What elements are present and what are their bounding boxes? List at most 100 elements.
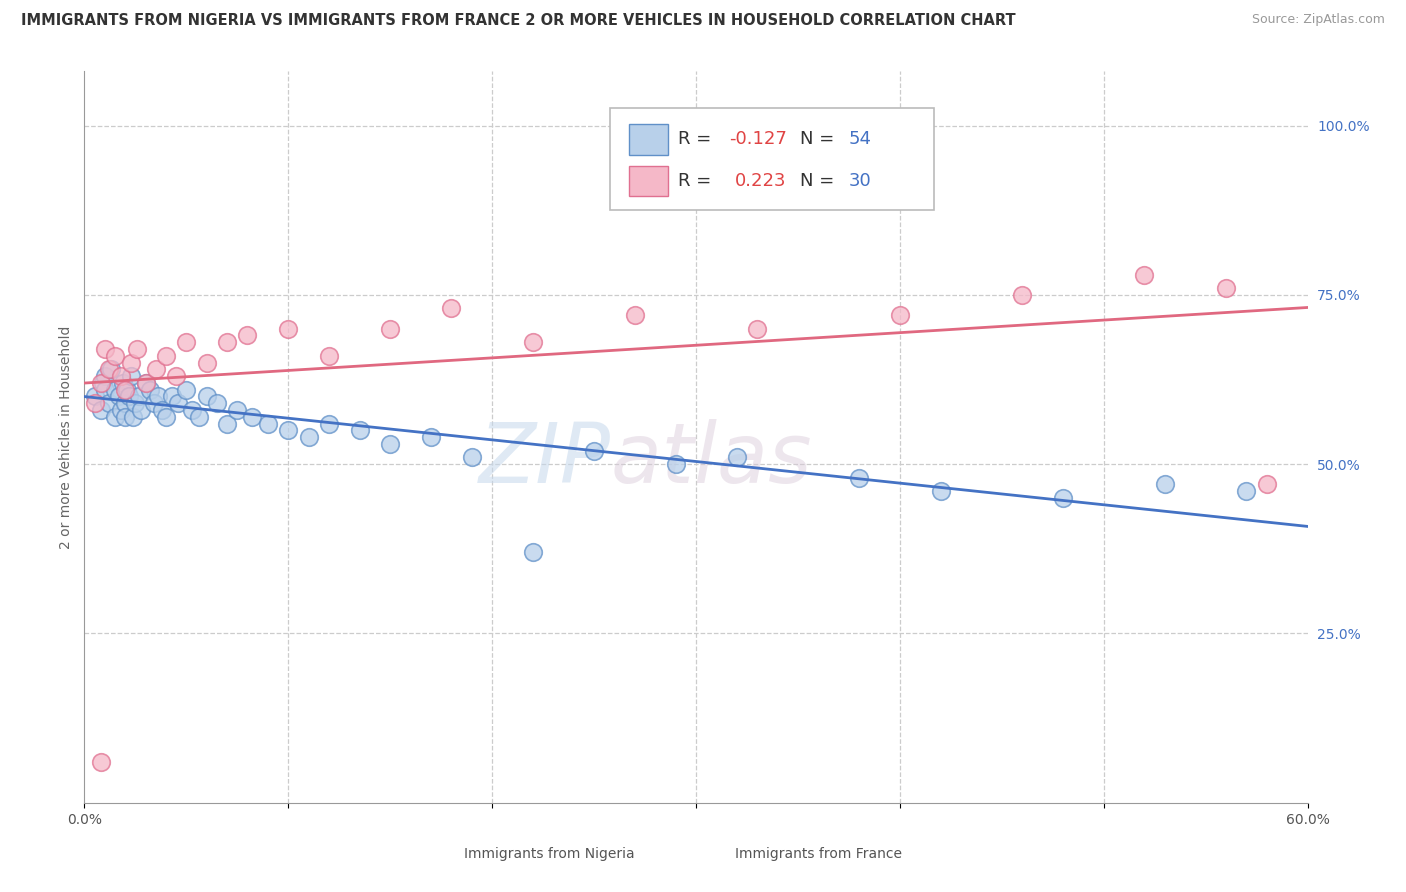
Point [174, 335, 197, 350]
Point [277, 423, 299, 437]
Point [115, 383, 138, 397]
Point [93, 369, 115, 384]
Point [1133, 268, 1156, 282]
Point [114, 396, 136, 410]
Point [155, 409, 177, 424]
Point [131, 403, 153, 417]
Point [135, 376, 157, 390]
Text: Immigrants from France: Immigrants from France [735, 847, 901, 861]
Point [187, 409, 209, 424]
Point [122, 409, 145, 424]
Text: atlas: atlas [610, 418, 813, 500]
Point [522, 335, 544, 350]
Point [240, 409, 263, 424]
Point [100, 362, 122, 376]
Point [318, 417, 340, 431]
Point [108, 389, 131, 403]
Point [90, 755, 112, 769]
Point [93, 383, 115, 397]
Point [104, 409, 127, 424]
Point [90, 403, 112, 417]
Point [127, 342, 149, 356]
Point [318, 349, 340, 363]
Point [112, 376, 135, 390]
Text: -0.127: -0.127 [728, 130, 787, 148]
FancyBboxPatch shape [610, 108, 935, 211]
Point [93, 342, 115, 356]
Point [889, 308, 911, 322]
Point [1011, 288, 1033, 302]
Text: N =: N = [800, 130, 839, 148]
Point [624, 308, 647, 322]
Point [138, 383, 160, 397]
Text: R =: R = [678, 172, 717, 190]
Point [91, 376, 114, 390]
Point [114, 409, 136, 424]
Point [97, 396, 120, 410]
Text: 0.223: 0.223 [735, 172, 786, 190]
Point [155, 349, 177, 363]
Text: IMMIGRANTS FROM NIGERIA VS IMMIGRANTS FROM FRANCE 2 OR MORE VEHICLES IN HOUSEHOL: IMMIGRANTS FROM NIGERIA VS IMMIGRANTS FR… [21, 13, 1015, 29]
FancyBboxPatch shape [460, 841, 486, 864]
Point [90, 376, 112, 390]
Point [135, 376, 157, 390]
Point [83, 396, 105, 410]
Point [97, 362, 120, 376]
Point [181, 403, 204, 417]
Point [461, 450, 484, 465]
FancyBboxPatch shape [628, 124, 668, 154]
Text: R =: R = [678, 130, 717, 148]
Point [120, 355, 142, 369]
Text: ZIP: ZIP [478, 418, 610, 500]
Text: 30: 30 [849, 172, 872, 190]
Point [929, 484, 952, 499]
Point [174, 383, 197, 397]
Point [110, 403, 132, 417]
Point [195, 389, 218, 403]
Point [583, 443, 606, 458]
Point [104, 349, 127, 363]
Point [165, 369, 187, 384]
Point [114, 383, 136, 397]
Point [142, 396, 165, 410]
FancyBboxPatch shape [628, 166, 668, 196]
Text: Immigrants from Nigeria: Immigrants from Nigeria [464, 847, 634, 861]
Point [146, 389, 169, 403]
Point [205, 396, 228, 410]
Point [848, 471, 870, 485]
Point [236, 328, 259, 343]
FancyBboxPatch shape [728, 841, 756, 864]
Point [120, 369, 142, 384]
Point [104, 383, 127, 397]
Point [1215, 281, 1237, 295]
Point [128, 389, 150, 403]
Point [1052, 491, 1074, 505]
Point [380, 322, 402, 336]
Point [277, 322, 299, 336]
Point [380, 437, 402, 451]
Point [160, 389, 183, 403]
Y-axis label: 2 or more Vehicles in Household: 2 or more Vehicles in Household [59, 326, 73, 549]
Point [747, 322, 769, 336]
Text: N =: N = [800, 172, 839, 190]
Point [226, 403, 249, 417]
Point [1154, 477, 1177, 491]
Point [145, 362, 167, 376]
Point [665, 457, 688, 471]
Point [725, 450, 748, 465]
Point [118, 389, 141, 403]
Point [83, 389, 105, 403]
Point [150, 403, 173, 417]
Point [420, 430, 443, 444]
Text: Source: ZipAtlas.com: Source: ZipAtlas.com [1251, 13, 1385, 27]
Point [167, 396, 190, 410]
Point [257, 417, 280, 431]
Point [195, 355, 218, 369]
Point [1236, 484, 1258, 499]
Point [349, 423, 371, 437]
Point [440, 301, 463, 316]
Point [110, 369, 132, 384]
Point [124, 396, 146, 410]
Point [1256, 477, 1278, 491]
Point [217, 417, 239, 431]
